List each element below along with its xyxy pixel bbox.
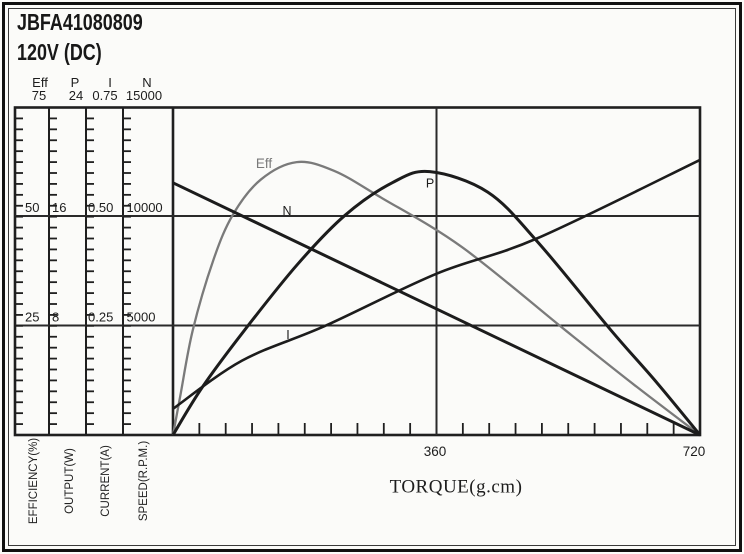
scale-top-n: 15000 bbox=[126, 88, 162, 103]
page-title: JBFA41080809 bbox=[17, 9, 143, 35]
voltage-subtitle: 120V (DC) bbox=[17, 39, 102, 65]
scale-header-eff: Eff bbox=[32, 75, 48, 90]
output-power-curve bbox=[171, 169, 702, 436]
scale-low-n: 5000 bbox=[127, 310, 156, 325]
scale-top-i: 0.75 bbox=[92, 88, 117, 103]
curves bbox=[171, 158, 702, 437]
scale-mid-p: 16 bbox=[52, 200, 66, 215]
current-curve-label: I bbox=[286, 328, 289, 342]
x-tick-label-360: 360 bbox=[424, 444, 447, 459]
scale-mid-i: 0.50 bbox=[88, 200, 113, 215]
scale-header-i: I bbox=[108, 75, 112, 90]
efficiency-curve bbox=[171, 160, 701, 436]
axis-label-efficiency: EFFICIENCY(%) bbox=[28, 438, 40, 524]
axis-label-current: CURRENT(A) bbox=[100, 445, 112, 517]
scale-low-i: 0.25 bbox=[88, 310, 113, 325]
x-tick-label-720: 720 bbox=[683, 444, 706, 459]
axis-label-speed: SPEED(R.P.M.) bbox=[138, 441, 150, 521]
current-curve bbox=[172, 158, 701, 410]
scale-low-eff: 25 bbox=[25, 310, 39, 325]
scale-header-p: P bbox=[71, 75, 80, 90]
scale-top-eff: 75 bbox=[32, 88, 46, 103]
scale-top-p: 24 bbox=[69, 88, 83, 103]
power-curve-label: P bbox=[426, 177, 434, 191]
efficiency-curve-label: Eff bbox=[256, 156, 273, 171]
axis-label-output: OUTPUT(W) bbox=[64, 448, 76, 514]
title-block: JBFA41080809 120V (DC) bbox=[17, 7, 178, 67]
scale-low-p: 8 bbox=[52, 310, 59, 325]
speed-curve bbox=[172, 181, 701, 437]
x-axis-title: TORQUE(g.cm) bbox=[390, 477, 523, 498]
axis-tick-marks bbox=[15, 117, 675, 435]
speed-curve-label: N bbox=[282, 204, 291, 218]
scale-mid-n: 10000 bbox=[127, 200, 163, 215]
scale-mid-eff: 50 bbox=[25, 200, 39, 215]
scale-header-n: N bbox=[142, 75, 151, 90]
